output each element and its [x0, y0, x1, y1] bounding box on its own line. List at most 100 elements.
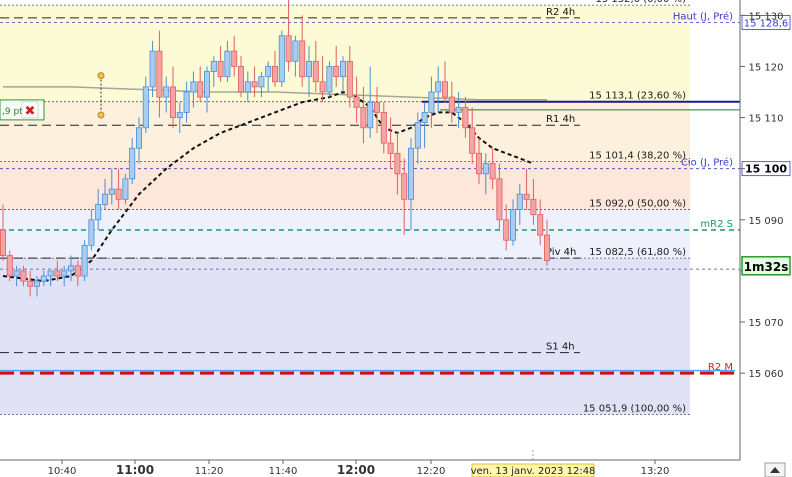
- candle-body: [462, 106, 469, 129]
- candle-body: [74, 265, 81, 277]
- candle-body: [203, 71, 210, 98]
- scroll-right-button[interactable]: [764, 462, 786, 477]
- scroll-up-icon: [770, 467, 780, 473]
- measure-handle: [97, 72, 105, 80]
- fib-band: [0, 5, 690, 102]
- candle-body: [312, 60, 319, 83]
- candle-body: [129, 147, 136, 180]
- ref-level-label: R2 M: [708, 362, 733, 373]
- fib-band: [0, 209, 690, 259]
- candle-body: [292, 40, 299, 62]
- candle-body: [47, 270, 54, 277]
- candle-body: [265, 66, 272, 78]
- candle-body: [217, 60, 224, 78]
- time-axis-tick-label: 11:00: [116, 463, 154, 477]
- price-axis-tick-label: 15 120: [749, 62, 784, 73]
- candle-body: [339, 60, 346, 78]
- candle-body: [469, 127, 476, 154]
- candle-body: [20, 270, 27, 282]
- pivot-label: R1 4h: [546, 114, 575, 125]
- time-axis-tick-label: 12:20: [417, 466, 446, 477]
- candle-body: [156, 50, 163, 98]
- candle-body: [169, 86, 176, 118]
- candle-body: [271, 66, 278, 83]
- candle-body: [88, 219, 95, 246]
- candle-body: [353, 96, 360, 108]
- candle-body: [299, 40, 306, 78]
- candle-body: [482, 163, 489, 175]
- fib-band: [0, 161, 690, 210]
- fib-level-label: 15 082,5 (61,80 %): [589, 247, 686, 258]
- time-axis-tick-label: 11:20: [195, 466, 224, 477]
- candle-body: [380, 112, 387, 144]
- candle-body: [414, 122, 421, 149]
- candle-body: [190, 81, 197, 93]
- candle-body: [34, 280, 41, 287]
- candle-body: [346, 60, 353, 98]
- candle-body: [503, 219, 510, 241]
- time-axis[interactable]: 10:40 11:00 11:20 11:40 12:00 12:20 13:20 ven. …: [0, 450, 786, 477]
- candle-body: [394, 152, 401, 175]
- candle-body: [61, 270, 68, 277]
- candle-body: [13, 270, 20, 277]
- pivot-label: R2 4h: [546, 7, 575, 18]
- candle-body: [285, 35, 292, 62]
- candle-body: [115, 188, 122, 200]
- ref-level-label: Cio (J, Pré): [681, 157, 733, 169]
- candle-body: [40, 275, 47, 282]
- candle-body: [142, 86, 149, 129]
- fib-level-label: 15 092,0 (50,00 %): [589, 199, 686, 210]
- candle-body: [68, 265, 75, 272]
- candle-body: [27, 280, 34, 287]
- candle-body: [176, 112, 183, 118]
- candle-body: [537, 214, 544, 236]
- order-close-frame: [21, 101, 39, 119]
- candle-body: [523, 193, 530, 200]
- ref-level-label: mR2 S: [700, 219, 733, 230]
- order-tag[interactable]: ,9 pts✖: [0, 99, 45, 121]
- pivot-label: S1 4h: [546, 342, 575, 353]
- candle-body: [122, 178, 129, 200]
- candle-body: [278, 35, 285, 83]
- candle-body: [102, 193, 109, 205]
- countdown-box: [741, 256, 791, 276]
- candle-body: [441, 81, 448, 98]
- candle-body: [210, 60, 217, 72]
- candle-body: [244, 81, 251, 93]
- fib-level-label: 15 101,4 (38,20 %): [589, 151, 686, 162]
- fib-band: [0, 258, 690, 415]
- candle-body: [367, 101, 374, 129]
- candle-body: [509, 209, 516, 241]
- candle-body: [435, 81, 442, 93]
- candle-body: [54, 270, 61, 277]
- candle-body: [401, 173, 408, 200]
- candle-body: [333, 66, 340, 78]
- candle-body: [183, 91, 190, 113]
- price-axis[interactable]: 15 128,6 15 100 15 130 15 120 15 110 15 090 15…: [739, 0, 791, 460]
- candle-body: [224, 50, 231, 78]
- level-bands: [0, 5, 690, 415]
- candle-body: [530, 198, 537, 216]
- time-axis-tick-label: 13:20: [641, 466, 670, 477]
- candle-body: [387, 142, 394, 154]
- candle-body: [0, 229, 6, 256]
- price-axis-tick-label: 15 110: [749, 114, 784, 125]
- fib-level-label: 15 113,1 (23,60 %): [589, 91, 686, 102]
- candle-body: [544, 234, 551, 262]
- overlays: ,9 pts✖: [0, 72, 105, 121]
- candle-body: [149, 50, 156, 88]
- candle-body: [231, 50, 238, 67]
- candle-body: [95, 204, 102, 221]
- order-tag-label: ,9 pts: [2, 107, 28, 117]
- close-icon: ✖: [25, 104, 36, 119]
- moving-average-grey: [3, 86, 547, 101]
- candle-body: [108, 188, 115, 195]
- price-axis-tick-label: 15 090: [749, 216, 784, 227]
- fib-level-label: 15 132,0 (0,00 %): [596, 0, 687, 5]
- candles: [0, 0, 551, 297]
- candle-body: [163, 86, 170, 98]
- time-cursor-box: [471, 463, 595, 477]
- time-axis-tick-label: 11:40: [269, 466, 298, 477]
- measure-handle: [97, 111, 105, 119]
